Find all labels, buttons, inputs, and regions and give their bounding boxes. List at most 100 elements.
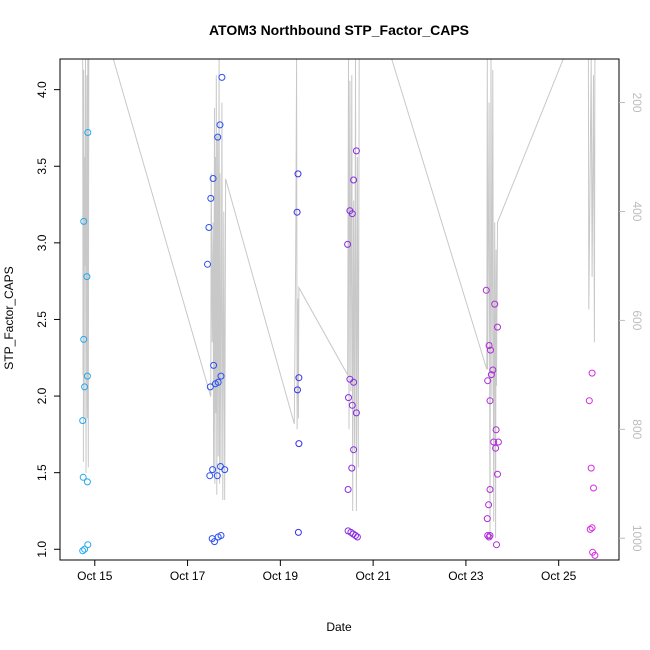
data-point	[209, 175, 217, 182]
data-point	[211, 538, 218, 546]
data-point	[209, 466, 217, 474]
data-point	[214, 133, 222, 141]
data-point	[352, 532, 359, 539]
data-point	[221, 466, 229, 474]
data-point	[486, 532, 494, 539]
data-point	[484, 532, 492, 539]
data-point	[210, 361, 218, 369]
x-axis-label: Date	[326, 620, 352, 634]
data-point	[84, 129, 92, 136]
data-point	[217, 532, 225, 539]
data-point	[492, 444, 500, 452]
y2-tick-label: 600	[630, 310, 644, 330]
data-point	[588, 524, 596, 532]
depth-trace-line	[82, 58, 596, 539]
y-tick-label: 3.0	[35, 234, 49, 251]
data-point	[204, 260, 211, 268]
data-point	[218, 73, 226, 81]
y-tick-label: 2.0	[35, 387, 49, 404]
y-tick-label: 2.5	[35, 311, 49, 328]
y2-tick-label: 1000	[630, 525, 644, 552]
data-point	[485, 342, 493, 349]
data-point	[487, 346, 494, 354]
data-point	[586, 525, 594, 533]
data-point	[353, 533, 361, 541]
data-point	[494, 470, 501, 478]
data-point	[294, 386, 301, 394]
data-point	[588, 369, 596, 377]
data-point	[352, 409, 360, 417]
data-point	[485, 533, 493, 541]
data-point	[295, 440, 303, 448]
data-point	[348, 210, 356, 218]
x-tick-label: Oct 25	[541, 569, 577, 583]
y-axis: 1.0 1.5 2.0 2.5 3.0 3.5 4.0	[35, 81, 60, 558]
series-2	[204, 73, 229, 546]
data-point	[491, 300, 499, 308]
data-point	[344, 486, 352, 493]
data-point	[485, 501, 493, 509]
data-point	[214, 378, 222, 386]
data-point	[293, 208, 301, 216]
series-6	[585, 369, 599, 559]
data-point	[348, 464, 356, 472]
x-tick-label: Oct 23	[448, 569, 484, 583]
chart-title: ATOM3 Northbound STP_Factor_CAPS	[209, 22, 469, 38]
data-point	[81, 383, 89, 391]
data-point	[484, 377, 492, 385]
data-point	[350, 378, 358, 386]
data-point	[482, 286, 490, 294]
data-point	[79, 547, 87, 555]
y-tick-label: 1.5	[35, 464, 49, 481]
points-layer	[79, 73, 599, 559]
data-point	[206, 472, 214, 480]
data-point	[295, 374, 303, 382]
data-point	[80, 335, 88, 343]
data-point	[590, 484, 597, 492]
x-axis: Oct 15 Oct 17 Oct 19 Oct 21 Oct 23 Oct 25	[77, 560, 577, 583]
data-point	[83, 478, 91, 486]
data-point	[294, 170, 302, 178]
y2-tick-label: 200	[630, 93, 644, 113]
data-point	[294, 528, 302, 536]
series-1	[79, 129, 92, 555]
series-4	[344, 147, 361, 541]
data-point	[494, 323, 501, 331]
x-tick-label: Oct 19	[263, 569, 299, 583]
y-tick-label: 3.5	[35, 158, 49, 175]
depth-trace-layer	[82, 58, 596, 539]
data-point	[79, 417, 87, 425]
data-point	[489, 366, 497, 374]
data-point	[348, 401, 356, 409]
data-point	[84, 541, 92, 549]
series-5	[482, 286, 502, 549]
data-point	[486, 486, 494, 493]
data-point	[207, 194, 215, 202]
data-point	[217, 372, 225, 380]
data-point	[83, 372, 91, 380]
data-point	[585, 397, 593, 405]
data-point	[345, 394, 352, 402]
data-point	[81, 545, 89, 553]
y-tick-label: 4.0	[35, 81, 49, 98]
data-point	[487, 371, 495, 379]
data-point	[205, 224, 213, 231]
data-point	[492, 426, 500, 434]
data-point	[79, 473, 87, 481]
series-3	[293, 170, 303, 536]
data-point	[83, 273, 91, 281]
secondary-y-axis: 200 400 600 800 1000	[619, 93, 644, 552]
data-point	[483, 515, 491, 523]
plot-frame	[59, 58, 620, 561]
data-point	[493, 541, 500, 549]
y2-tick-label: 800	[630, 419, 644, 439]
data-point	[486, 397, 494, 405]
data-point	[490, 438, 498, 446]
data-point	[352, 147, 360, 155]
data-point	[350, 176, 358, 184]
data-point	[80, 217, 88, 225]
data-point	[591, 551, 599, 559]
x-tick-label: Oct 15	[77, 569, 113, 583]
